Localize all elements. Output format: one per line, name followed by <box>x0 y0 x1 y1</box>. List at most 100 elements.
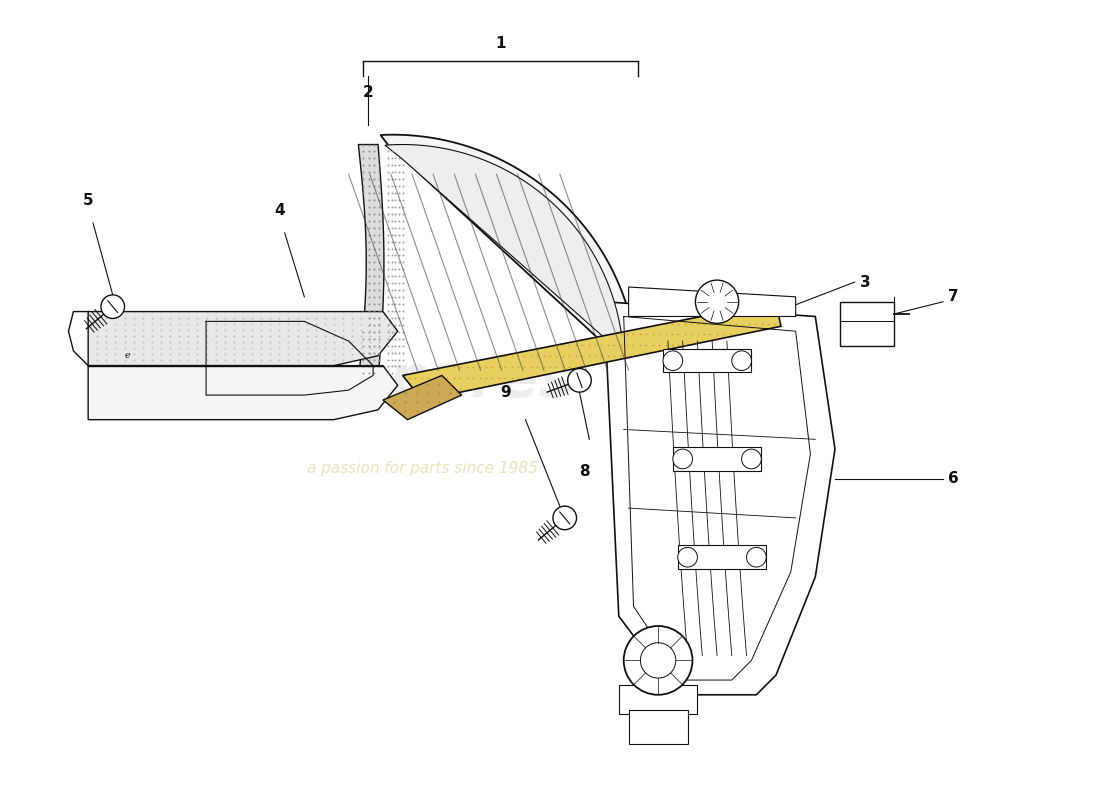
Point <box>464 382 482 395</box>
Point <box>125 354 143 366</box>
Point <box>386 194 404 206</box>
Point <box>516 361 534 374</box>
Polygon shape <box>604 302 835 694</box>
Point <box>446 372 463 385</box>
Point <box>394 201 411 214</box>
Point <box>670 339 688 352</box>
Point <box>464 372 482 385</box>
Point <box>383 194 400 206</box>
Point <box>383 270 400 282</box>
Point <box>670 317 688 330</box>
Point <box>288 329 306 342</box>
Point <box>541 350 559 362</box>
Point <box>394 318 411 331</box>
Point <box>152 323 169 336</box>
Circle shape <box>568 369 592 392</box>
Point <box>88 335 106 348</box>
FancyBboxPatch shape <box>673 447 761 470</box>
Point <box>371 341 388 354</box>
Point <box>759 317 777 330</box>
Point <box>107 335 124 348</box>
Point <box>354 166 372 178</box>
Point <box>360 207 377 220</box>
Point <box>370 360 387 373</box>
Point <box>631 339 649 352</box>
Point <box>334 329 352 342</box>
Point <box>695 317 713 330</box>
Point <box>116 354 133 366</box>
Point <box>394 194 411 206</box>
Point <box>252 347 270 360</box>
Point <box>316 347 333 360</box>
Point <box>503 350 520 362</box>
Point <box>496 361 514 374</box>
Point <box>98 341 116 354</box>
Point <box>573 339 591 352</box>
Point <box>271 329 288 342</box>
Point <box>354 367 372 380</box>
Point <box>125 335 143 348</box>
Point <box>394 305 411 318</box>
Point <box>252 335 270 348</box>
Point <box>134 311 152 324</box>
Point <box>326 305 343 318</box>
Point <box>394 332 411 345</box>
Point <box>243 341 261 354</box>
Point <box>262 335 279 348</box>
Point <box>386 235 404 248</box>
Point <box>386 207 404 220</box>
Point <box>566 361 584 374</box>
Point <box>252 305 270 318</box>
Point <box>394 284 411 297</box>
Point <box>362 305 380 318</box>
Point <box>125 323 143 336</box>
Point <box>386 173 404 186</box>
Point <box>394 214 411 227</box>
Point <box>383 367 400 380</box>
Point <box>471 372 488 385</box>
Point <box>702 317 719 330</box>
Point <box>152 354 169 366</box>
Point <box>365 214 383 227</box>
Point <box>586 350 604 362</box>
Point <box>152 335 169 348</box>
Circle shape <box>553 506 576 530</box>
Polygon shape <box>359 145 384 380</box>
Point <box>727 317 745 330</box>
Point <box>458 382 475 395</box>
Point <box>535 361 552 374</box>
Point <box>419 382 437 395</box>
Point <box>446 382 463 395</box>
Point <box>179 341 197 354</box>
Point <box>216 329 233 342</box>
Point <box>279 317 297 330</box>
Point <box>262 341 279 354</box>
Point <box>360 298 377 310</box>
Point <box>326 335 343 348</box>
Point <box>458 361 475 374</box>
Point <box>379 317 397 330</box>
Point <box>379 270 397 282</box>
Point <box>360 228 377 241</box>
Point <box>496 372 514 385</box>
Point <box>354 326 372 338</box>
Point <box>198 311 216 324</box>
Point <box>207 347 224 360</box>
Point <box>383 318 400 331</box>
Point <box>188 311 206 324</box>
Point <box>288 354 306 366</box>
Point <box>88 317 106 330</box>
Point <box>675 317 693 330</box>
Point <box>243 335 261 348</box>
Point <box>360 235 377 248</box>
Point <box>262 305 279 318</box>
Point <box>516 350 534 362</box>
Point <box>593 339 611 352</box>
Circle shape <box>747 547 767 567</box>
Point <box>386 346 404 359</box>
Point <box>360 256 377 269</box>
Point <box>262 323 279 336</box>
Point <box>689 317 706 330</box>
Point <box>379 290 397 303</box>
Point <box>365 173 383 186</box>
